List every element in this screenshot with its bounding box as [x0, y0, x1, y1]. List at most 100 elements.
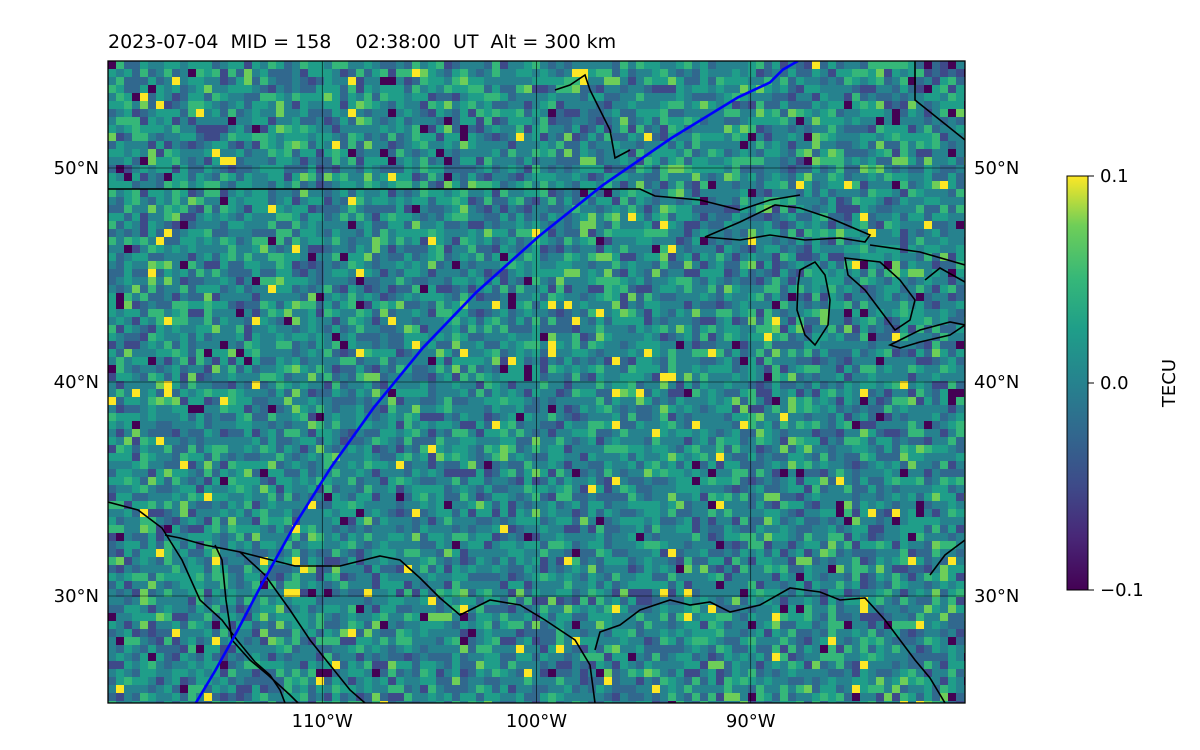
heatmap-cell — [140, 285, 148, 293]
heatmap-cell — [740, 189, 748, 197]
heatmap-cell — [852, 221, 860, 229]
heatmap-cell — [436, 245, 444, 253]
heatmap-cell — [204, 413, 212, 421]
heatmap-cell — [948, 413, 956, 421]
heatmap-cell — [780, 373, 788, 381]
heatmap-cell — [628, 229, 636, 237]
heatmap-cell — [484, 237, 492, 245]
heatmap-cell — [300, 125, 308, 133]
heatmap-cell — [708, 333, 716, 341]
heatmap-cell — [724, 221, 732, 229]
heatmap-cell — [932, 109, 940, 117]
heatmap-cell — [668, 333, 676, 341]
heatmap-cell — [916, 301, 924, 309]
heatmap-cell — [372, 229, 380, 237]
heatmap-cell — [500, 69, 508, 77]
heatmap-cell — [916, 341, 924, 349]
heatmap-cell — [476, 365, 484, 373]
heatmap-cell — [324, 165, 332, 173]
heatmap-cell — [644, 237, 652, 245]
heatmap-cell — [884, 197, 892, 205]
heatmap-cell — [900, 149, 908, 157]
heatmap-cell — [644, 117, 652, 125]
heatmap-cell — [660, 333, 668, 341]
heatmap-cell — [452, 173, 460, 181]
heatmap-cell — [132, 421, 140, 429]
heatmap-cell — [508, 301, 516, 309]
heatmap-cell — [156, 117, 164, 125]
heatmap-cell — [828, 253, 836, 261]
heatmap-cell — [580, 397, 588, 405]
heatmap-cell — [276, 269, 284, 277]
heatmap-cell — [308, 373, 316, 381]
heatmap-cell — [772, 85, 780, 93]
heatmap-cell — [388, 133, 396, 141]
heatmap-cell — [836, 333, 844, 341]
heatmap-cell — [476, 421, 484, 429]
heatmap-cell — [652, 221, 660, 229]
heatmap-cell — [180, 77, 188, 85]
heatmap-cell — [636, 229, 644, 237]
heatmap-cell — [836, 373, 844, 381]
heatmap-cell — [220, 213, 228, 221]
heatmap-cell — [908, 237, 916, 245]
heatmap-cell — [932, 101, 940, 109]
heatmap-cell — [844, 109, 852, 117]
heatmap-cell — [908, 69, 916, 77]
heatmap-cell — [876, 229, 884, 237]
heatmap-cell — [548, 165, 556, 173]
heatmap-cell — [268, 365, 276, 373]
heatmap-cell — [332, 365, 340, 373]
heatmap-cell — [828, 85, 836, 93]
heatmap-cell — [396, 269, 404, 277]
heatmap-cell — [636, 277, 644, 285]
heatmap-cell — [692, 413, 700, 421]
heatmap-cell — [572, 101, 580, 109]
heatmap-cell — [268, 165, 276, 173]
heatmap-cell — [108, 413, 116, 421]
heatmap-cell — [940, 261, 948, 269]
heatmap-cell — [620, 61, 628, 69]
heatmap-cell — [412, 173, 420, 181]
heatmap-cell — [756, 373, 764, 381]
heatmap-cell — [428, 181, 436, 189]
heatmap-cell — [932, 421, 940, 429]
heatmap-cell — [460, 221, 468, 229]
heatmap-cell — [236, 197, 244, 205]
heatmap-cell — [500, 61, 508, 69]
heatmap-cell — [740, 309, 748, 317]
heatmap-cell — [620, 341, 628, 349]
heatmap-cell — [124, 149, 132, 157]
heatmap-cell — [268, 101, 276, 109]
heatmap-cell — [772, 221, 780, 229]
heatmap-cell — [356, 373, 364, 381]
heatmap-cell — [388, 221, 396, 229]
heatmap-cell — [156, 357, 164, 365]
heatmap-cell — [708, 285, 716, 293]
heatmap-cell — [140, 293, 148, 301]
heatmap-cell — [692, 309, 700, 317]
heatmap-cell — [364, 125, 372, 133]
heatmap-cell — [452, 413, 460, 421]
heatmap-cell — [292, 413, 300, 421]
heatmap-cell — [540, 381, 548, 389]
heatmap-cell — [396, 405, 404, 413]
heatmap-cell — [876, 61, 884, 69]
heatmap-cell — [460, 61, 468, 69]
heatmap-cell — [388, 397, 396, 405]
heatmap-cell — [188, 373, 196, 381]
heatmap-cell — [716, 277, 724, 285]
heatmap-cell — [860, 117, 868, 125]
heatmap-cell — [220, 413, 228, 421]
heatmap-cell — [436, 357, 444, 365]
heatmap-cell — [308, 69, 316, 77]
heatmap-cell — [708, 309, 716, 317]
heatmap-cell — [644, 325, 652, 333]
heatmap-cell — [684, 365, 692, 373]
heatmap-cell — [948, 101, 956, 109]
heatmap-cell — [164, 149, 172, 157]
heatmap-cell — [492, 301, 500, 309]
heatmap-cell — [124, 381, 132, 389]
heatmap-cell — [348, 125, 356, 133]
heatmap-cell — [604, 381, 612, 389]
